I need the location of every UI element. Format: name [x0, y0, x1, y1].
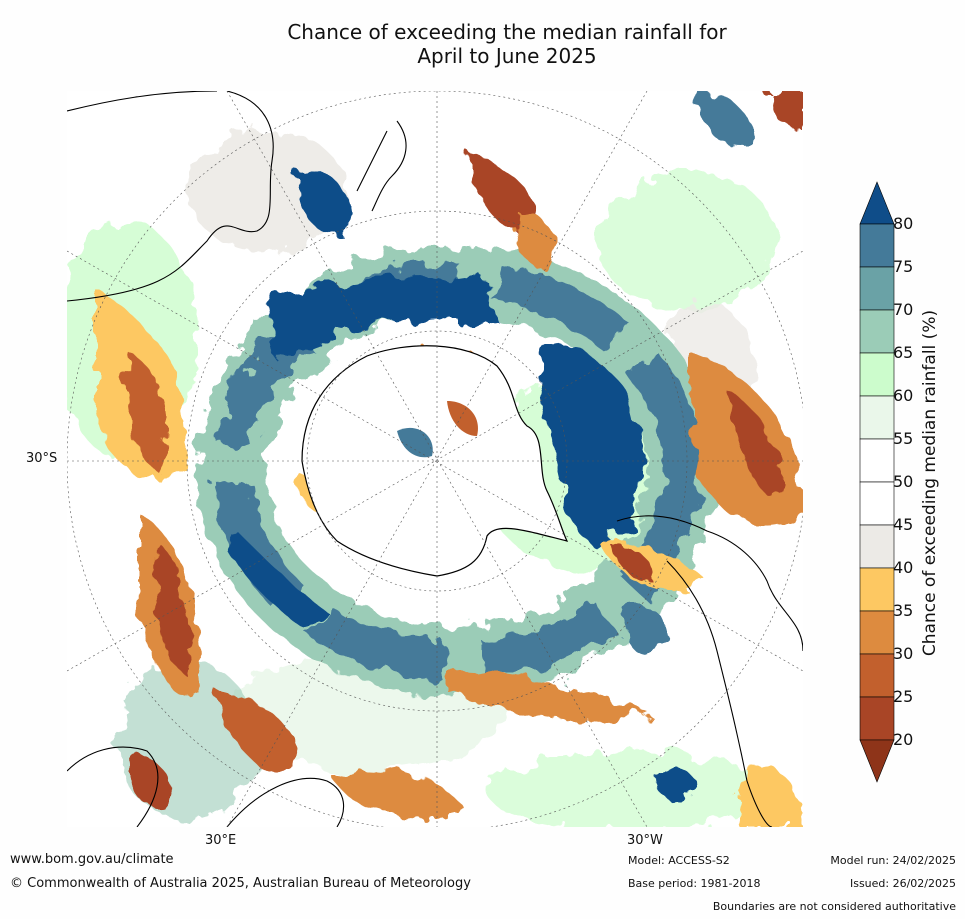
colorbar-segment: [859, 309, 895, 354]
colorbar-tick-label: 60: [893, 386, 914, 405]
longitude-label-east: 30°E: [205, 833, 237, 848]
colorbar-tick-label: 20: [893, 730, 914, 749]
website-text: www.bom.gov.au/climate: [10, 852, 174, 867]
colorbar-tick-label: 25: [893, 687, 914, 706]
colorbar-segment: [859, 524, 895, 569]
model-text: Model: ACCESS-S2: [628, 854, 730, 867]
colorbar-tick-label: 50: [893, 472, 914, 491]
colorbar-segment: [859, 610, 895, 655]
coastlines: [67, 91, 803, 827]
colorbar-tick-label: 30: [893, 644, 914, 663]
latitude-label: 30°S: [26, 451, 58, 466]
colorbar-segment: [859, 395, 895, 440]
colorbar-arrow-bottom: [859, 739, 895, 783]
title-line-2: April to June 2025: [417, 44, 597, 68]
colorbar-tick-label: 45: [893, 515, 914, 534]
colorbar-segment: [859, 696, 895, 741]
map-title: Chance of exceeding the median rainfall …: [0, 20, 965, 68]
graticule: [67, 91, 803, 827]
colorbar-segment: [859, 266, 895, 311]
colorbar-arrow-top: [859, 181, 895, 225]
colorbar: [859, 181, 895, 783]
colorbar-tick-label: 80: [893, 214, 914, 233]
colorbar-segment: [859, 223, 895, 268]
colorbar-segment: [859, 653, 895, 698]
base-period-text: Base period: 1981-2018: [628, 877, 761, 890]
model-run-text: Model run: 24/02/2025: [830, 854, 956, 867]
colorbar-segment: [859, 481, 895, 526]
colorbar-tick-label: 65: [893, 343, 914, 362]
colorbar-tick-label: 55: [893, 429, 914, 448]
colorbar-title: Chance of exceeding median rainfall (%): [920, 309, 940, 657]
colorbar-tick-label: 40: [893, 558, 914, 577]
rainfall-map: [67, 91, 803, 827]
disclaimer-text: Boundaries are not considered authoritat…: [712, 900, 956, 913]
antarctica-coastline: [301, 345, 569, 577]
colorbar-segment: [859, 352, 895, 397]
longitude-label-west: 30°W: [627, 833, 663, 848]
colorbar-tick-label: 35: [893, 601, 914, 620]
copyright-text: © Commonwealth of Australia 2025, Austra…: [10, 876, 471, 891]
title-line-1: Chance of exceeding the median rainfall …: [287, 20, 727, 44]
colorbar-segment: [859, 567, 895, 612]
issued-text: Issued: 26/02/2025: [849, 877, 956, 890]
colorbar-tick-label: 75: [893, 257, 914, 276]
colorbar-segment: [859, 438, 895, 483]
colorbar-tick-label: 70: [893, 300, 914, 319]
